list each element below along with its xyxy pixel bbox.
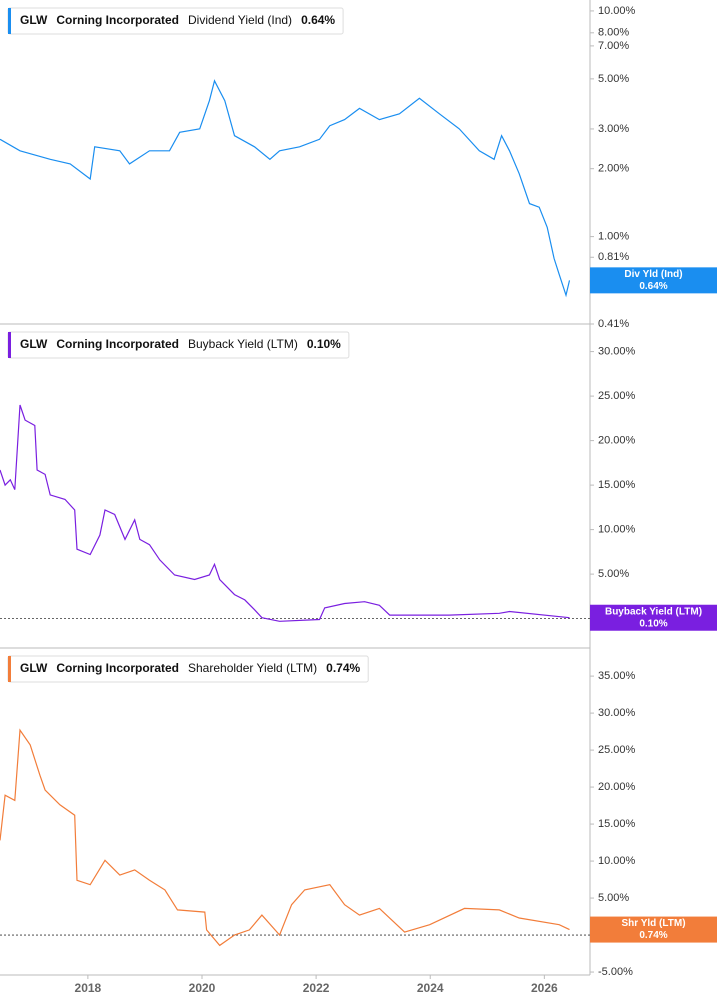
legend: GLW Corning Incorporated Buyback Yield (LT… xyxy=(7,331,350,359)
legend-text: 0.74% xyxy=(326,661,360,675)
badge-value: 0.64% xyxy=(639,281,667,292)
legend-text: Dividend Yield (Ind) xyxy=(188,13,292,27)
y-tick-label: 35.00% xyxy=(598,670,636,682)
y-tick-label: 1.00% xyxy=(598,231,629,243)
legend-text: GLW xyxy=(20,13,48,27)
y-tick-label: 10.00% xyxy=(598,5,636,17)
y-tick-label: 10.00% xyxy=(598,855,636,867)
y-tick-label: 25.00% xyxy=(598,390,636,402)
y-tick-label: 10.00% xyxy=(598,524,636,536)
legend-color xyxy=(8,656,11,682)
y-tick-label: 30.00% xyxy=(598,345,636,357)
badge-value: 0.74% xyxy=(639,930,667,941)
legend-text: Corning Incorporated xyxy=(56,337,179,351)
y-tick-label: 15.00% xyxy=(598,818,636,830)
badge-title: Buyback Yield (LTM) xyxy=(605,606,702,617)
y-tick-label: 25.00% xyxy=(598,744,636,756)
x-tick-label: 2022 xyxy=(303,981,330,995)
data-line xyxy=(0,728,570,947)
y-tick-label: 8.00% xyxy=(598,27,629,39)
legend-text: GLW xyxy=(20,661,48,675)
value-badge xyxy=(590,604,717,631)
badge-title: Div Yld (Ind) xyxy=(624,269,682,280)
legend-color xyxy=(8,8,11,34)
legend-color xyxy=(8,332,11,358)
legend: GLW Corning Incorporated Dividend Yield (I… xyxy=(7,7,344,35)
y-tick-label: 3.00% xyxy=(598,123,629,135)
x-tick-label: 2020 xyxy=(189,981,216,995)
x-tick-label: 2018 xyxy=(75,981,102,995)
y-tick-label: 20.00% xyxy=(598,435,636,447)
y-tick-label: 0.41% xyxy=(598,318,629,330)
legend-text: 0.64% xyxy=(301,13,335,27)
x-tick-label: 2026 xyxy=(531,981,558,995)
y-tick-label: 30.00% xyxy=(598,707,636,719)
y-tick-label: 7.00% xyxy=(598,40,629,52)
value-badge xyxy=(590,267,717,294)
data-line xyxy=(0,404,570,622)
y-tick-label: 5.00% xyxy=(598,568,629,580)
y-tick-label: 5.00% xyxy=(598,73,629,85)
data-line xyxy=(0,79,571,298)
badge-value: 0.10% xyxy=(639,618,667,629)
y-tick-label: 20.00% xyxy=(598,781,636,793)
badge-title: Shr Yld (LTM) xyxy=(621,918,685,929)
y-tick-label: -5.00% xyxy=(598,966,633,978)
legend: GLW Corning Incorporated Shareholder Yield… xyxy=(7,655,369,683)
legend-text: Buyback Yield (LTM) xyxy=(188,337,298,351)
y-tick-label: 15.00% xyxy=(598,479,636,491)
y-tick-label: 0.81% xyxy=(598,251,629,263)
y-tick-label: 2.00% xyxy=(598,163,629,175)
value-badge xyxy=(590,916,717,943)
legend-text: Corning Incorporated xyxy=(56,13,179,27)
legend-text: Corning Incorporated xyxy=(56,661,179,675)
legend-text: GLW xyxy=(20,337,48,351)
y-tick-label: 5.00% xyxy=(598,892,629,904)
x-tick-label: 2024 xyxy=(417,981,444,995)
legend-text: 0.10% xyxy=(307,337,341,351)
legend-text: Shareholder Yield (LTM) xyxy=(188,661,317,675)
